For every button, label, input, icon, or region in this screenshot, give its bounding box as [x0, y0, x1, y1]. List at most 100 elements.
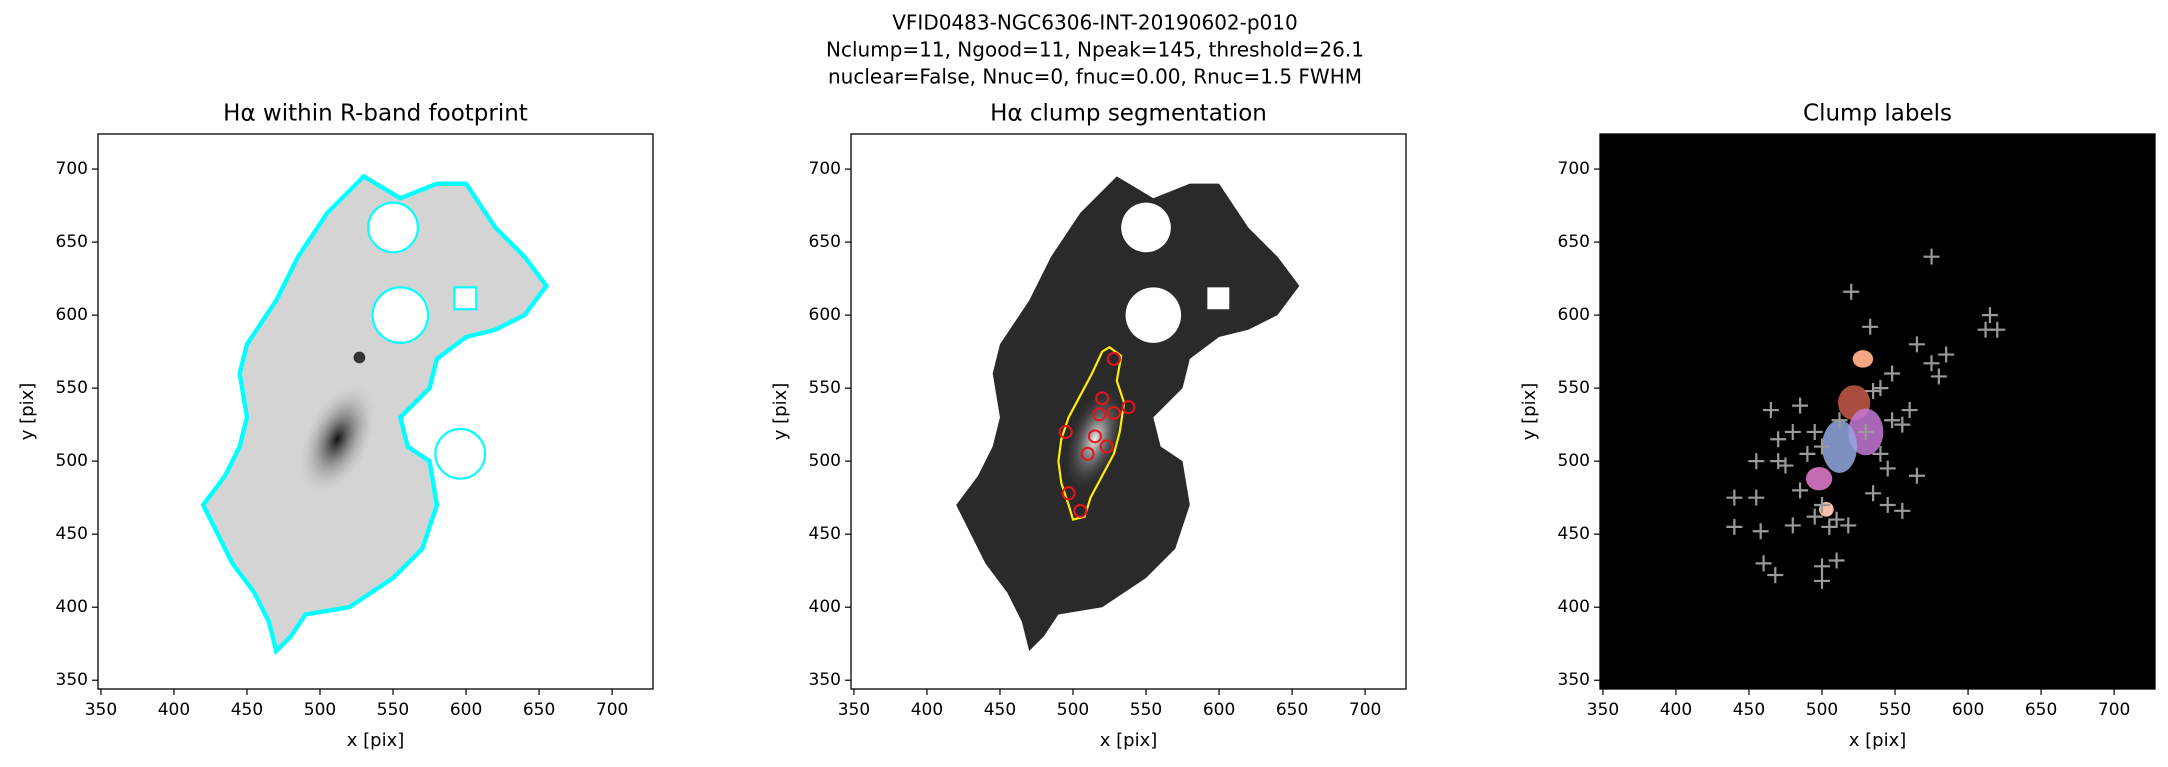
point — [1784, 423, 1801, 440]
y-tick-label: 350 — [56, 670, 88, 690]
x-tick-label: 350 — [85, 700, 117, 720]
point — [1755, 555, 1772, 572]
point — [1938, 346, 1955, 363]
point — [1894, 416, 1911, 433]
y-tick-label: 650 — [1558, 232, 1590, 252]
point — [1777, 457, 1794, 474]
point — [1857, 423, 1874, 440]
point — [1106, 405, 1121, 420]
y-tick-label: 600 — [56, 305, 88, 325]
x-label: x [pix] — [347, 730, 405, 751]
axes-frame — [1599, 133, 2156, 690]
y-tick-label: 500 — [809, 451, 841, 471]
point — [1884, 365, 1901, 382]
suptitle: Nclump=11, Ngood=11, Npeak=145, threshol… — [826, 38, 1364, 62]
point — [1981, 307, 1998, 324]
y-tick-label: 400 — [1558, 597, 1590, 617]
point — [1058, 424, 1073, 439]
point — [1752, 523, 1769, 540]
y-tick-label: 350 — [809, 670, 841, 690]
point — [1908, 336, 1925, 353]
x-label: x [pix] — [1849, 730, 1907, 751]
point — [1828, 552, 1845, 569]
y-label: y [pix] — [770, 383, 791, 441]
x-tick-label: 600 — [1203, 700, 1235, 720]
point — [1726, 518, 1743, 535]
image — [203, 176, 546, 651]
point — [1080, 446, 1095, 461]
point — [1106, 351, 1121, 366]
point — [1762, 402, 1779, 419]
point — [1828, 511, 1845, 528]
y-tick-label: 550 — [809, 378, 841, 398]
point — [1814, 496, 1830, 513]
point — [1872, 445, 1889, 462]
point — [1748, 453, 1765, 470]
point — [1872, 380, 1889, 397]
point — [1923, 355, 1940, 372]
y-tick-label: 400 — [56, 597, 88, 617]
y-tick-label: 700 — [1558, 159, 1590, 179]
x-tick-label: 350 — [838, 700, 870, 720]
x-tick-label: 500 — [304, 700, 336, 720]
point — [1792, 397, 1809, 414]
y-tick-label: 650 — [56, 232, 88, 252]
point — [1814, 558, 1830, 575]
y-tick-label: 550 — [1558, 378, 1590, 398]
x-tick-label: 650 — [1276, 700, 1308, 720]
point — [1814, 572, 1830, 589]
x-tick-label: 500 — [1057, 700, 1089, 720]
point — [1901, 402, 1918, 419]
y-tick-label: 600 — [809, 305, 841, 325]
x-tick-label: 450 — [231, 700, 263, 720]
x-tick-label: 400 — [1660, 700, 1692, 720]
x-tick-label: 650 — [2025, 700, 2057, 720]
y-tick-label: 550 — [56, 378, 88, 398]
x-tick-label: 350 — [1587, 700, 1619, 720]
y-tick-label: 450 — [809, 524, 841, 544]
point — [1748, 489, 1765, 506]
point — [1814, 438, 1830, 455]
x-tick-label: 650 — [523, 700, 555, 720]
point — [1806, 508, 1823, 525]
point — [1908, 467, 1925, 484]
point — [1879, 496, 1896, 513]
suptitle: nuclear=False, Nnuc=0, fnuc=0.00, Rnuc=1… — [828, 65, 1362, 89]
y-tick-label: 350 — [1558, 670, 1590, 690]
y-tick-label: 700 — [56, 159, 88, 179]
point — [1865, 383, 1882, 400]
point — [1061, 486, 1076, 501]
point — [1792, 482, 1809, 499]
y-tick-label: 650 — [809, 232, 841, 252]
point — [1831, 412, 1848, 429]
point — [1930, 368, 1947, 385]
point — [1884, 412, 1901, 429]
point — [1989, 321, 2006, 338]
y-tick-label: 700 — [809, 159, 841, 179]
point — [1821, 518, 1838, 535]
panel-title: Hα clump segmentation — [990, 101, 1267, 127]
point — [1840, 517, 1857, 534]
point — [1865, 485, 1882, 502]
y-tick-label: 500 — [56, 451, 88, 471]
y-tick-label: 400 — [809, 597, 841, 617]
point — [1087, 429, 1102, 444]
panel-title: Hα within R-band footprint — [223, 101, 528, 127]
y-tick-label: 600 — [1558, 305, 1590, 325]
suptitle: VFID0483-NGC6306-INT-20190602-p010 — [892, 11, 1297, 35]
x-tick-label: 400 — [158, 700, 190, 720]
point — [1726, 489, 1743, 506]
point — [1879, 460, 1896, 477]
x-tick-label: 450 — [1733, 700, 1765, 720]
y-tick-label: 450 — [1558, 524, 1590, 544]
y-label: y [pix] — [1519, 383, 1540, 441]
y-tick-label: 500 — [1558, 451, 1590, 471]
axes-frame — [850, 133, 1407, 690]
x-tick-label: 550 — [377, 700, 409, 720]
point — [1894, 502, 1911, 519]
point — [1121, 400, 1136, 415]
point — [1843, 283, 1860, 300]
point — [1767, 567, 1784, 584]
axes-frame — [97, 133, 654, 690]
